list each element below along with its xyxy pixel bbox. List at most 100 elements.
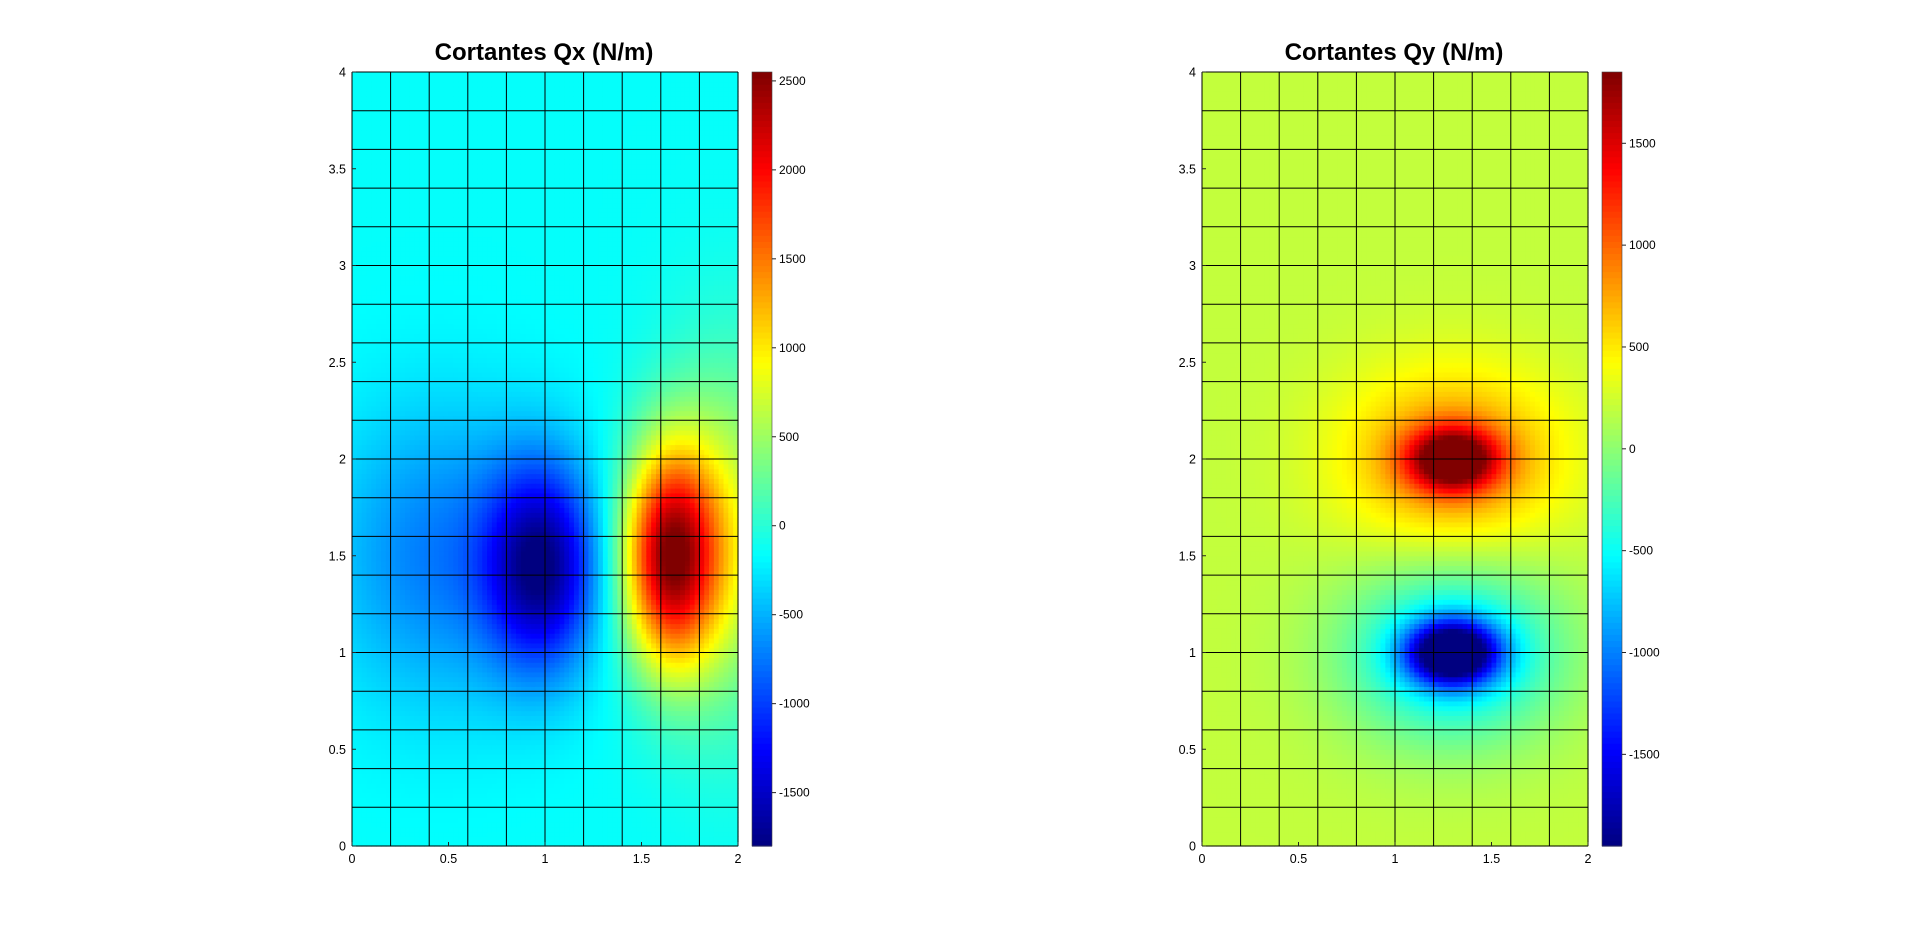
heatmap-cell <box>482 120 488 126</box>
heatmap-cell <box>376 763 382 770</box>
heatmap-cell <box>472 642 479 649</box>
heatmap-cell <box>352 633 358 639</box>
heatmap-cell <box>380 778 387 784</box>
heatmap-cell <box>390 76 397 83</box>
heatmap-cell <box>352 420 358 426</box>
heatmap-cell <box>409 246 416 252</box>
heatmap-cell <box>429 584 435 591</box>
heatmap-cell <box>356 541 363 547</box>
heatmap-cell <box>482 555 488 562</box>
heatmap-cell <box>356 792 363 799</box>
heatmap-cell <box>443 696 450 702</box>
heatmap-cell <box>453 226 459 233</box>
heatmap-cell <box>458 473 464 479</box>
heatmap-cell <box>409 178 416 184</box>
heatmap-cell <box>380 159 387 165</box>
heatmap-cell <box>419 613 425 620</box>
heatmap-cell <box>429 657 435 663</box>
heatmap-cell <box>429 386 435 392</box>
heatmap-cell <box>361 367 368 373</box>
heatmap-cell <box>356 497 363 504</box>
heatmap-cell <box>443 700 450 707</box>
heatmap-cell <box>390 91 397 97</box>
heatmap-cell <box>467 231 474 238</box>
heatmap-cell <box>400 110 406 117</box>
heatmap-cell <box>458 434 464 441</box>
heatmap-cell <box>366 613 372 620</box>
heatmap-cell <box>429 323 435 329</box>
heatmap-cell <box>409 400 416 407</box>
heatmap-cell <box>462 584 469 591</box>
heatmap-cell <box>419 763 425 770</box>
heatmap-cell <box>419 376 425 383</box>
heatmap-cell <box>366 589 372 596</box>
heatmap-cell <box>491 76 498 83</box>
heatmap-cell <box>352 270 358 276</box>
heatmap-cell <box>477 275 483 281</box>
heatmap-cell <box>395 816 401 823</box>
heatmap-cell <box>409 115 416 121</box>
heatmap-cell <box>491 836 498 842</box>
heatmap-cell <box>458 154 464 160</box>
heatmap-cell <box>361 700 368 707</box>
heatmap-cell <box>434 115 440 121</box>
heatmap-cell <box>496 86 503 92</box>
heatmap-cell <box>409 831 416 837</box>
heatmap-cell <box>487 633 493 639</box>
heatmap-cell <box>496 628 503 634</box>
heatmap-cell <box>458 555 464 562</box>
heatmap-cell <box>458 671 464 678</box>
heatmap-cell <box>414 144 421 150</box>
heatmap-cell <box>390 681 397 687</box>
heatmap-cell <box>366 637 372 644</box>
heatmap-cell <box>496 328 503 334</box>
heatmap-cell <box>448 768 454 775</box>
heatmap-cell <box>482 444 488 450</box>
heatmap-cell <box>366 618 372 625</box>
heatmap-cell <box>405 188 411 194</box>
heatmap-cell <box>380 463 387 470</box>
heatmap-cell <box>448 763 454 770</box>
heatmap-cell <box>409 299 416 305</box>
heatmap-cell <box>496 444 503 450</box>
heatmap-cell <box>462 821 469 828</box>
heatmap-cell <box>424 246 430 252</box>
heatmap-cell <box>361 376 368 383</box>
heatmap-cell <box>453 725 459 731</box>
heatmap-cell <box>434 841 440 847</box>
heatmap-cell <box>361 415 368 421</box>
heatmap-cell <box>453 396 459 402</box>
heatmap-cell <box>477 749 483 755</box>
heatmap-cell <box>352 226 358 233</box>
heatmap-cell <box>409 294 416 300</box>
heatmap-cell <box>477 333 483 339</box>
heatmap-cell <box>424 526 430 533</box>
heatmap-cell <box>448 338 454 344</box>
heatmap-cell <box>390 72 397 78</box>
heatmap-cell <box>409 347 416 354</box>
heatmap-cell <box>443 352 450 359</box>
heatmap-cell <box>409 676 416 683</box>
qx-chart: Cortantes Qx (N/m) 0 0.5 1 1.5 200.511.522.5… <box>329 39 810 866</box>
heatmap-cell <box>477 429 483 436</box>
heatmap-cell <box>419 517 425 523</box>
heatmap-cell <box>385 812 392 818</box>
heatmap-cell <box>462 202 469 209</box>
heatmap-cell <box>448 792 454 799</box>
heatmap-cell <box>448 826 454 833</box>
heatmap-cell <box>443 342 450 349</box>
heatmap-cell <box>477 328 483 334</box>
heatmap-cell <box>429 134 435 141</box>
heatmap-cell <box>453 323 459 329</box>
heatmap-cell <box>458 163 464 170</box>
heatmap-cell <box>395 159 401 165</box>
heatmap-cell <box>352 720 358 726</box>
heatmap-cell <box>429 763 435 770</box>
heatmap-cell <box>424 304 430 310</box>
heatmap-cell <box>400 304 406 310</box>
heatmap-cell <box>366 134 372 141</box>
heatmap-cell <box>376 72 382 78</box>
heatmap-cell <box>453 459 459 465</box>
heatmap-cell <box>390 546 397 552</box>
heatmap-cell <box>405 318 411 325</box>
